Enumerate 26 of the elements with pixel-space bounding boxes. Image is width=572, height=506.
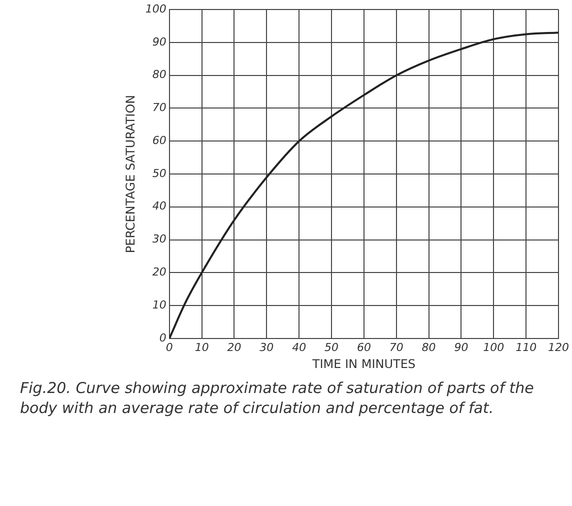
y-tick-label: 60 — [152, 134, 166, 147]
x-axis-title: TIME IN MINUTES — [311, 356, 416, 371]
x-tick-label: 10 — [194, 340, 209, 354]
y-tick-label: 70 — [152, 101, 166, 114]
caption: Fig.20. Curve showing approximate rate of saturation of parts of the body with an average rate of circulation and percentage of fat. — [20, 378, 535, 418]
y-tick-label: 90 — [152, 35, 166, 48]
y-tick-label: 100 — [145, 2, 166, 16]
x-tick-label: 110 — [516, 340, 537, 354]
y-tick-label: 80 — [152, 68, 166, 82]
x-tick-label: 90 — [454, 340, 468, 354]
y-axis-title: PERCENTAGE SATURATION — [123, 94, 138, 254]
y-tick-label: 0 — [159, 331, 166, 344]
x-tick-label: 50 — [324, 340, 339, 354]
x-tick-label: 60 — [356, 340, 371, 354]
x-tick-label: 100 — [483, 340, 504, 354]
x-tick-label: 80 — [422, 340, 436, 354]
x-tick-label: 40 — [292, 340, 306, 354]
x-tick-label: 70 — [389, 340, 404, 354]
y-tick-label: 30 — [152, 232, 166, 246]
y-tick-label: 40 — [152, 200, 166, 213]
x-tick-label: 120 — [548, 340, 569, 354]
y-tick-label: 20 — [152, 266, 166, 278]
x-tick-label: 20 — [227, 340, 242, 354]
y-tick-label: 50 — [152, 166, 166, 180]
y-tick-label: 10 — [152, 298, 166, 312]
x-tick-label: 30 — [260, 340, 274, 354]
